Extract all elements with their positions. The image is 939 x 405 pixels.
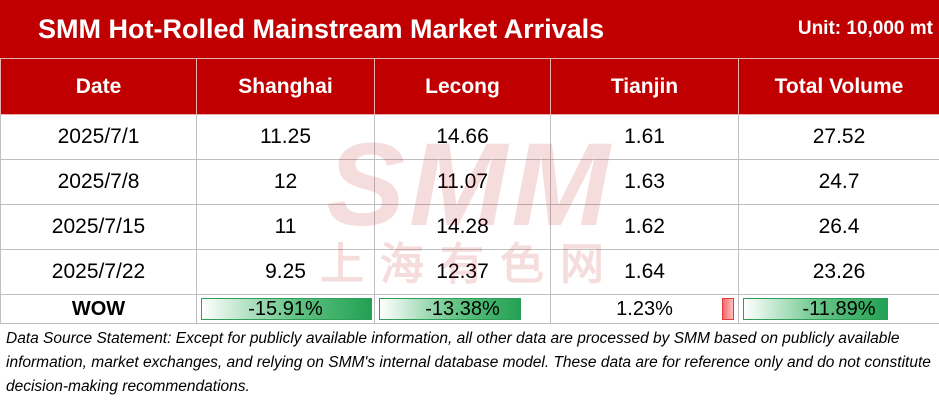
title-bar: SMM Hot-Rolled Mainstream Market Arrival… [0,0,939,58]
wow-lecong-cell: -13.38% [374,294,551,324]
wow-row: WOW -15.91% -13.38% 1.23% -11.89% [0,294,939,324]
wow-tianjin-cell: 1.23% [550,294,739,324]
wow-data-bar [743,298,888,320]
col-header-shanghai: Shanghai [196,58,375,115]
wow-value: -11.89% [802,297,876,320]
wow-shanghai-cell: -15.91% [196,294,375,324]
report-title: SMM Hot-Rolled Mainstream Market Arrival… [38,14,605,44]
lecong-cell: 11.07 [374,159,551,205]
wow-label: WOW [0,294,197,324]
wow-data-bar [722,298,734,320]
date-cell: 2025/7/1 [0,114,197,160]
table-row: 2025/7/22 9.25 12.37 1.64 23.26 [0,249,939,295]
tianjin-cell: 1.62 [550,204,739,250]
wow-value: 1.23% [616,297,673,320]
date-cell: 2025/7/22 [0,249,197,295]
wow-value: -15.91% [248,297,323,320]
table-row: 2025/7/15 11 14.28 1.62 26.4 [0,204,939,250]
shanghai-cell: 11 [196,204,375,250]
tianjin-cell: 1.61 [550,114,739,160]
lecong-cell: 14.28 [374,204,551,250]
data-source-statement: Data Source Statement: Except for public… [6,330,931,395]
wow-value: -13.38% [425,297,500,320]
wow-data-bar [201,298,372,320]
wow-data-bar [379,298,521,320]
col-header-total-volume: Total Volume [738,58,939,115]
col-header-date: Date [0,58,197,115]
total-volume-cell: 27.52 [738,114,939,160]
col-header-tianjin: Tianjin [550,58,739,115]
total-volume-cell: 24.7 [738,159,939,205]
col-header-lecong: Lecong [374,58,551,115]
date-cell: 2025/7/15 [0,204,197,250]
shanghai-cell: 11.25 [196,114,375,160]
lecong-cell: 14.66 [374,114,551,160]
tianjin-cell: 1.63 [550,159,739,205]
tianjin-cell: 1.64 [550,249,739,295]
total-volume-cell: 26.4 [738,204,939,250]
table-row: 2025/7/8 12 11.07 1.63 24.7 [0,159,939,205]
total-volume-cell: 23.26 [738,249,939,295]
arrivals-table: Date Shanghai Lecong Tianjin Total Volum… [0,58,939,324]
unit-label: Unit: 10,000 mt [797,18,933,39]
shanghai-cell: 12 [196,159,375,205]
shanghai-cell: 9.25 [196,249,375,295]
header-row: Date Shanghai Lecong Tianjin Total Volum… [0,58,939,115]
wow-total-volume-cell: -11.89% [738,294,939,324]
table-row: 2025/7/1 11.25 14.66 1.61 27.52 [0,114,939,160]
date-cell: 2025/7/8 [0,159,197,205]
lecong-cell: 12.37 [374,249,551,295]
